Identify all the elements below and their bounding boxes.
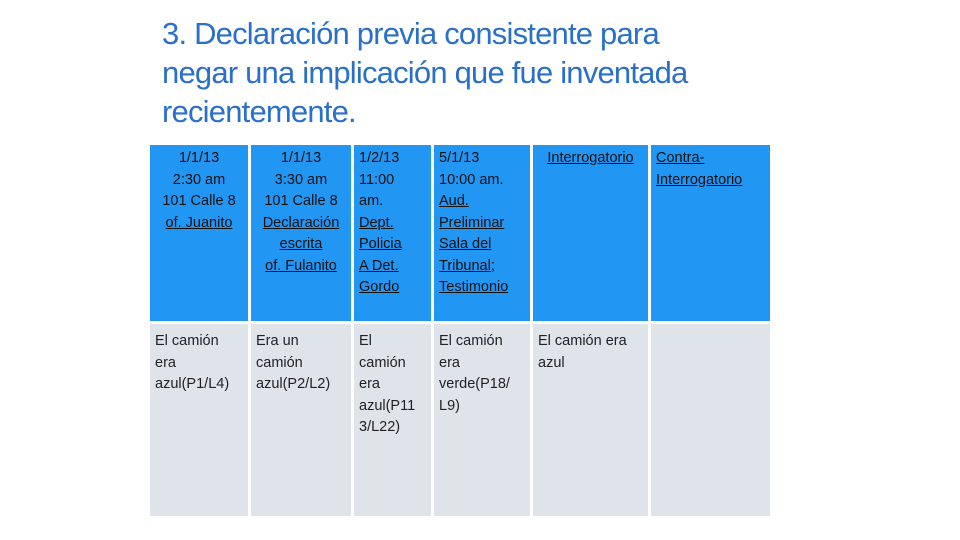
- body-cell-3: El camión era azul(P11 3/L22): [354, 324, 431, 516]
- slide-title: 3. Declaración previa consistente para n…: [162, 14, 802, 131]
- statements-table: 1/1/13 2:30 am 101 Calle 8 of. Juanito 1…: [150, 145, 770, 516]
- header-cell-4: 5/1/13 10:00 am. Aud. Preliminar Sala de…: [434, 145, 530, 321]
- body-cell-3-line: camión: [359, 354, 406, 371]
- header-cell-4-line: Sala del: [439, 236, 492, 252]
- header-cell-4-line: 5/1/13: [439, 150, 480, 166]
- title-line-3: recientemente.: [162, 94, 357, 129]
- body-cell-1-line: El camión: [155, 333, 219, 349]
- header-cell-2-line: Declaración: [262, 214, 340, 231]
- body-cell-2-line: Era un: [256, 333, 299, 349]
- body-cell-2: Era un camión azul(P2/L2): [251, 324, 351, 516]
- header-cell-3-line: A Det.: [359, 257, 399, 274]
- body-cell-2-line: camión: [256, 354, 303, 371]
- header-cell-3-line: am.: [359, 193, 384, 209]
- body-cell-1: El camión era azul(P1/L4): [150, 324, 248, 516]
- header-cell-3-line: 1/2/13: [359, 150, 400, 166]
- header-cell-4-line: Preliminar: [439, 214, 505, 231]
- body-cell-1-line: era: [155, 354, 176, 371]
- header-cell-2-line: of. Fulanito: [265, 257, 337, 274]
- header-cell-2-line: 1/1/13: [280, 150, 322, 166]
- body-cell-4-line: verde(P18/: [439, 376, 510, 392]
- title-line-2: negar una implicación que fue inventada: [162, 55, 688, 90]
- header-cell-1-line: 1/1/13: [178, 150, 220, 166]
- header-cell-6-line: Contra-: [656, 150, 705, 166]
- header-cell-1-line: 101 Calle 8: [162, 193, 236, 209]
- body-cell-3-line: azul(P11: [359, 397, 416, 414]
- header-cell-6: Contra- Interrogatorio: [651, 145, 770, 321]
- body-cell-5: El camión era azul: [533, 324, 648, 516]
- body-cell-6: [651, 324, 770, 516]
- header-cell-4-line: Aud.: [439, 193, 469, 209]
- header-cell-6-line: Interrogatorio: [656, 171, 743, 188]
- header-cell-3: 1/2/13 11:00 am. Dept. Policia A Det. Go…: [354, 145, 431, 321]
- header-cell-2: 1/1/13 3:30 am 101 Calle 8 Declaración e…: [251, 145, 351, 321]
- header-cell-3-line: Gordo: [359, 279, 400, 295]
- header-cell-5-line: Interrogatorio: [547, 150, 634, 166]
- body-cell-4-line: L9): [439, 397, 460, 414]
- header-cell-3-line: Dept.: [359, 214, 394, 231]
- header-cell-1-line: of. Juanito: [165, 214, 233, 231]
- header-cell-1: 1/1/13 2:30 am 101 Calle 8 of. Juanito: [150, 145, 248, 321]
- header-cell-5: Interrogatorio: [533, 145, 648, 321]
- body-cell-4-line: El camión: [439, 333, 503, 349]
- header-cell-2-line: 101 Calle 8: [264, 193, 338, 209]
- header-cell-4-line: Tribunal;: [439, 257, 495, 274]
- header-cell-2-line: escrita: [279, 236, 323, 252]
- body-cell-5-line: azul: [538, 354, 565, 371]
- body-cell-5-line: El camión era: [538, 333, 627, 349]
- header-cell-2-line: 3:30 am: [274, 171, 328, 188]
- body-cell-3-line: era: [359, 376, 380, 392]
- body-cell-4-line: era: [439, 354, 460, 371]
- body-cell-4: El camión era verde(P18/ L9): [434, 324, 530, 516]
- header-cell-4-line: Testimonio: [439, 279, 509, 295]
- header-cell-1-line: 2:30 am: [172, 171, 226, 188]
- body-cell-3-line: El: [359, 333, 372, 349]
- header-cell-3-line: 11:00: [359, 171, 395, 188]
- title-line-1: 3. Declaración previa consistente para: [162, 16, 660, 51]
- body-cell-1-line: azul(P1/L4): [155, 376, 230, 392]
- body-cell-3-line: 3/L22): [359, 419, 401, 435]
- header-cell-3-line: Policia: [359, 236, 402, 252]
- body-cell-2-line: azul(P2/L2): [256, 376, 331, 392]
- header-cell-4-line: 10:00 am.: [439, 171, 504, 188]
